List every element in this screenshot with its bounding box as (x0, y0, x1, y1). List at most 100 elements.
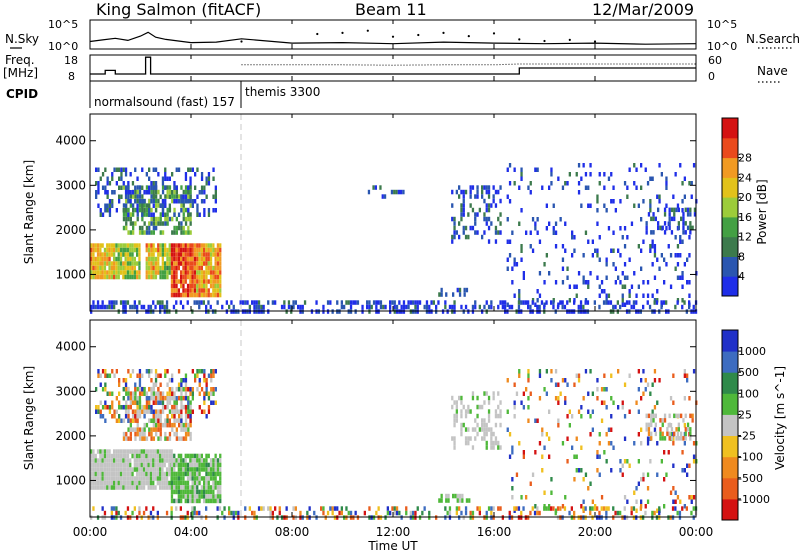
data-cell (94, 261, 97, 266)
data-cell (129, 462, 132, 468)
data-cell (96, 467, 100, 472)
data-cell (428, 304, 431, 310)
data-cell (134, 427, 137, 432)
data-cell (187, 387, 190, 392)
data-cell (173, 207, 176, 213)
data-cell (464, 304, 468, 310)
data-cell (633, 441, 636, 446)
data-cell (476, 194, 479, 199)
data-cell (180, 199, 183, 204)
data-cell (106, 274, 109, 280)
data-cell (122, 265, 125, 271)
data-cell (175, 252, 178, 257)
data-cell (180, 230, 183, 235)
data-cell (108, 208, 112, 213)
data-cell (180, 418, 183, 423)
data-cell (119, 449, 123, 454)
data-cell (538, 271, 542, 276)
data-cell (180, 247, 183, 253)
data-cell (131, 270, 134, 275)
cpid-segment-1: normalsound (fast) 157 (94, 95, 235, 109)
data-cell (191, 476, 194, 481)
data-cell (126, 485, 130, 490)
data-cell (679, 163, 682, 168)
data-cell (416, 300, 419, 305)
data-cell (485, 185, 488, 190)
data-cell (164, 405, 167, 410)
data-cell (150, 194, 153, 199)
data-cell (513, 181, 516, 186)
data-cell (119, 265, 123, 271)
data-cell (191, 453, 194, 459)
data-cell (476, 395, 479, 401)
data-cell (173, 261, 176, 266)
data-cell (173, 453, 176, 459)
data-cell (138, 405, 142, 410)
data-cell (157, 252, 160, 257)
data-cell (171, 216, 174, 222)
data-cell (101, 485, 104, 490)
data-cell (106, 458, 109, 463)
data-cell (164, 199, 167, 204)
data-cell (686, 463, 689, 468)
data-cell (161, 449, 164, 454)
data-cell (686, 207, 690, 213)
data-cell (458, 287, 462, 293)
data-cell (219, 453, 222, 459)
data-cell (688, 253, 691, 258)
data-cell (184, 189, 188, 195)
data-cell (117, 247, 120, 253)
data-cell (191, 510, 194, 516)
data-cell (556, 506, 560, 511)
data-cell (678, 515, 682, 520)
data-cell (97, 190, 100, 195)
data-cell (193, 243, 197, 248)
data-cell (389, 304, 392, 310)
data-cell (322, 304, 325, 310)
data-cell (453, 234, 456, 240)
data-cell (619, 199, 622, 204)
data-cell (200, 283, 203, 289)
data-cell (152, 422, 155, 428)
data-cell (453, 436, 456, 441)
data-cell (170, 449, 173, 454)
colorbar-tick-label: 25 (738, 408, 752, 421)
data-cell (138, 373, 142, 378)
data-cell (499, 506, 502, 511)
data-cell (347, 510, 350, 516)
data-cell (152, 230, 155, 235)
data-cell (113, 467, 116, 472)
data-cell (416, 309, 419, 314)
data-cell (196, 288, 199, 293)
data-cell (564, 396, 567, 401)
data-cell (129, 261, 132, 266)
data-cell (99, 476, 102, 481)
data-cell (147, 261, 151, 266)
y-tick-label: 3000 (55, 384, 86, 398)
data-cell (577, 181, 581, 186)
data-cell (216, 247, 220, 253)
data-cell (142, 485, 146, 490)
data-cell (658, 163, 661, 168)
data-cell (104, 185, 107, 190)
data-cell (543, 262, 546, 267)
data-cell (161, 480, 164, 486)
data-cell (356, 300, 360, 305)
data-cell (414, 304, 417, 310)
data-cell (209, 252, 213, 257)
data-cell (205, 270, 208, 275)
data-cell (205, 261, 208, 266)
data-cell (652, 413, 655, 419)
data-cell (294, 506, 297, 511)
data-cell (156, 300, 159, 305)
data-cell (681, 199, 684, 204)
data-cell (689, 207, 692, 213)
data-cell (607, 226, 611, 231)
data-cell (186, 252, 190, 257)
data-cell (487, 225, 491, 231)
data-cell (212, 476, 215, 481)
data-cell (173, 471, 176, 477)
freq-series-line (90, 56, 696, 75)
data-cell (125, 225, 128, 231)
data-cell (513, 262, 516, 267)
